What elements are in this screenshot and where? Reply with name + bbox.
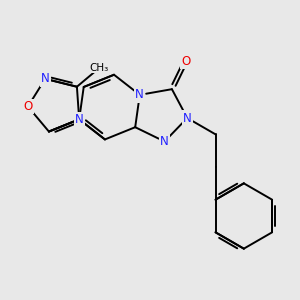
Text: O: O (23, 100, 32, 113)
Text: CH₃: CH₃ (90, 63, 109, 73)
Text: O: O (181, 55, 190, 68)
Text: N: N (41, 72, 50, 85)
Text: N: N (135, 88, 144, 101)
Text: N: N (183, 112, 192, 124)
Text: N: N (160, 135, 169, 148)
Text: N: N (75, 113, 84, 126)
